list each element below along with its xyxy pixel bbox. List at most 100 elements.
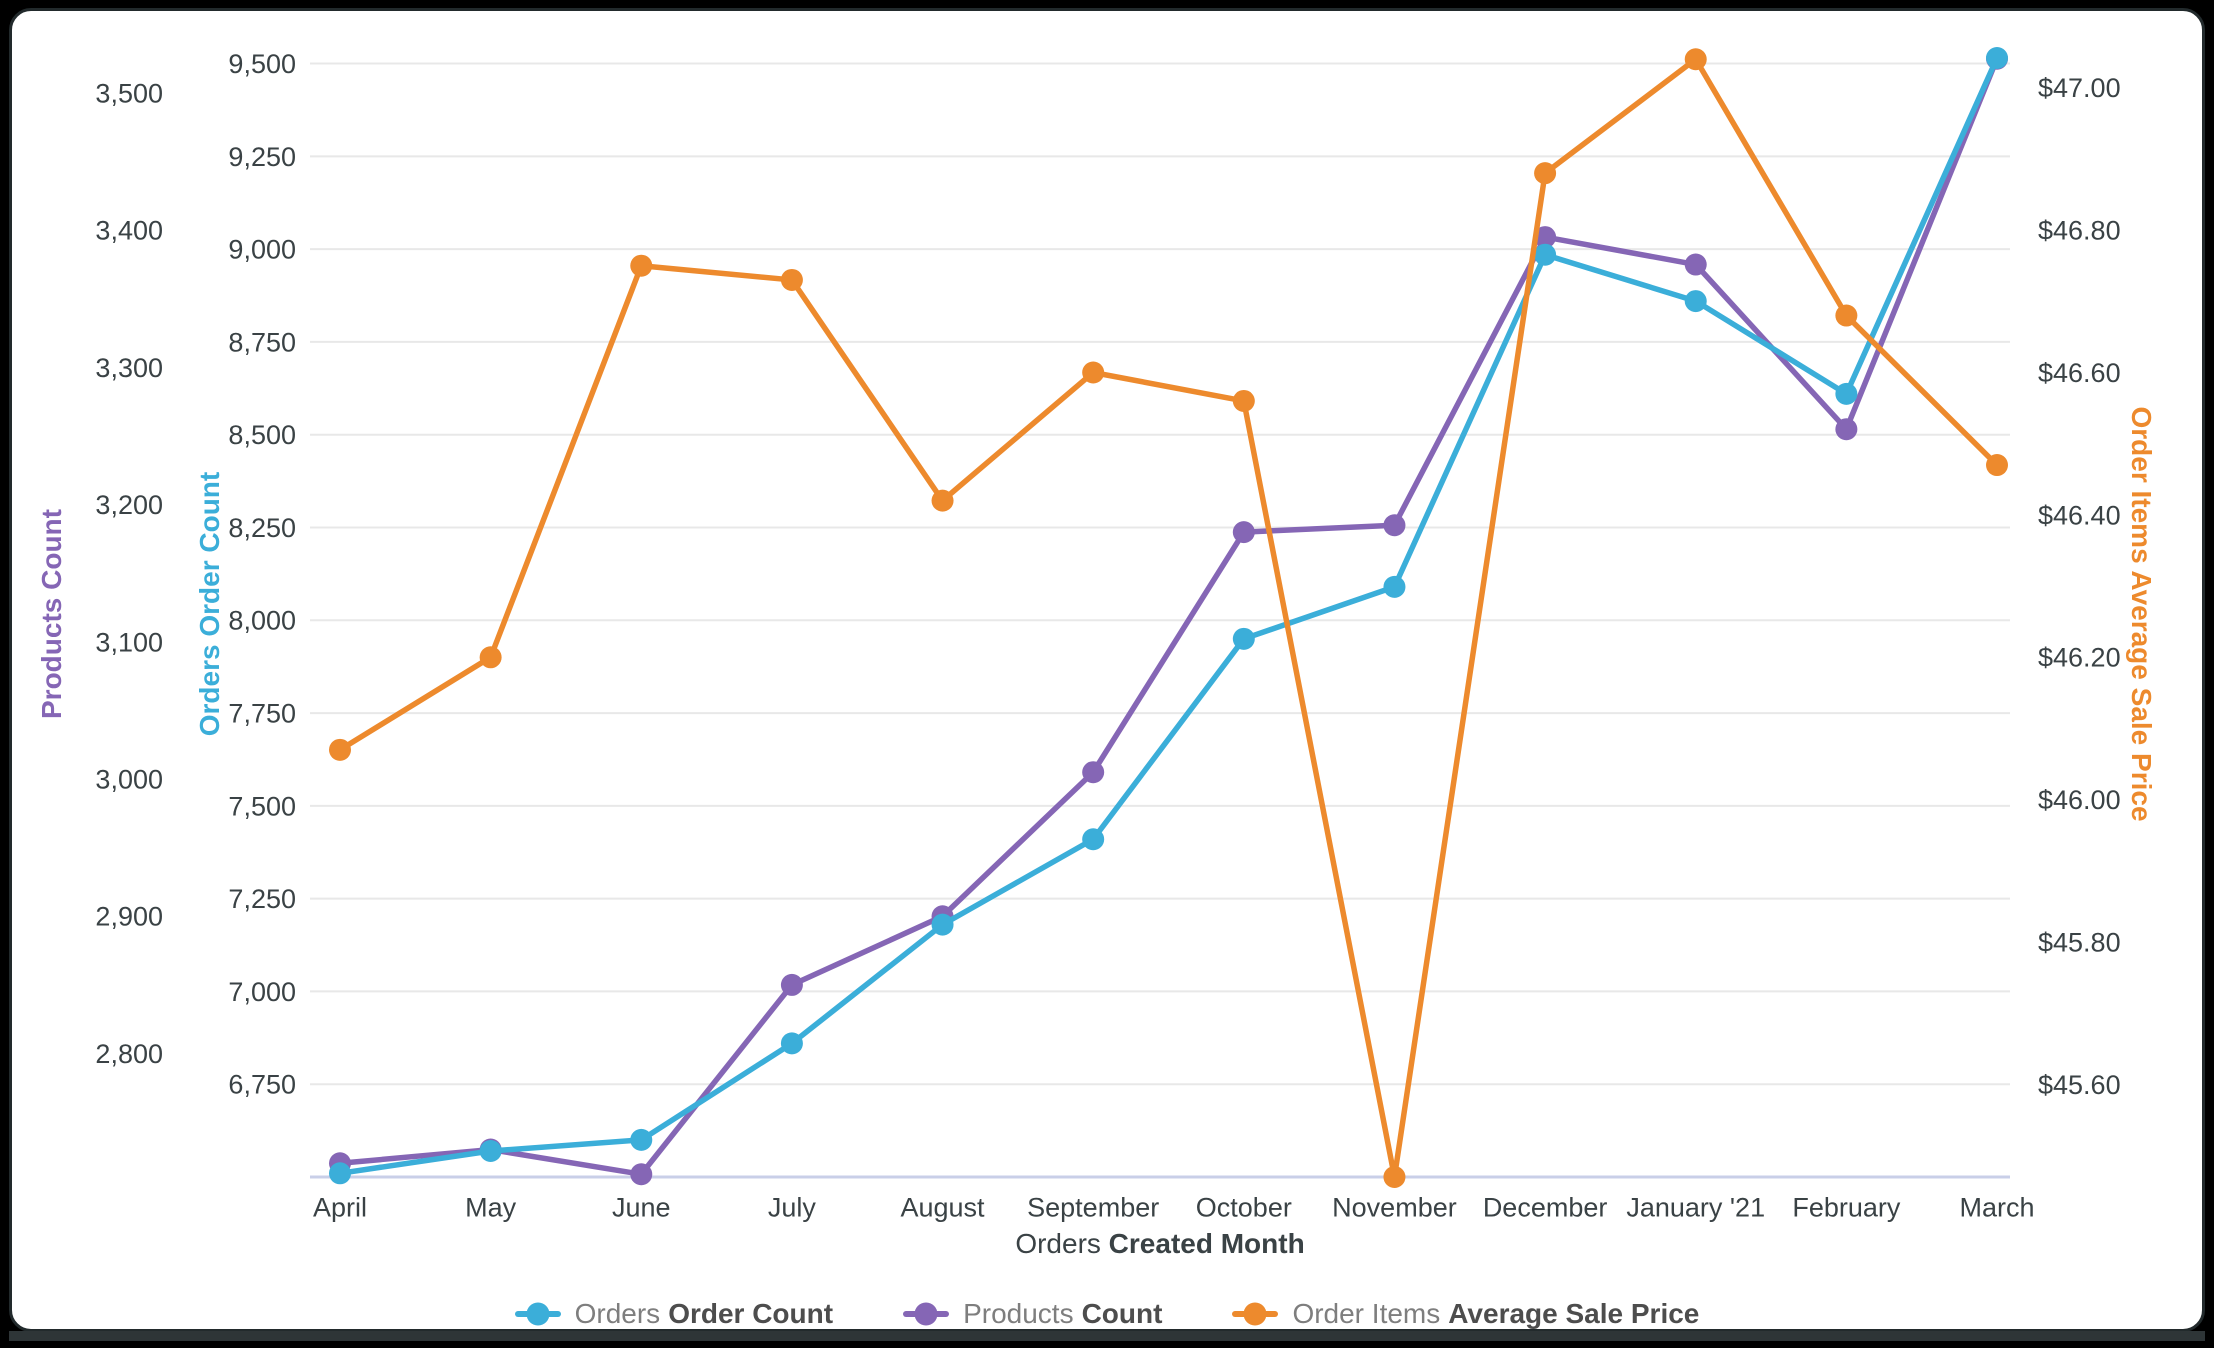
price-axis-tick-label: $47.00	[2038, 73, 2121, 103]
legend-marker-dot-icon	[1243, 1302, 1267, 1326]
orders-axis-tick-label: 7,250	[228, 884, 296, 914]
legend-marker-line-icon	[1232, 1302, 1279, 1326]
x-axis-title-prefix: Orders	[1015, 1228, 1101, 1259]
frame-bottom-bar	[9, 1331, 2205, 1341]
x-tick-label: April	[313, 1192, 367, 1222]
data-point-products-count-october[interactable]	[1232, 521, 1255, 544]
orders-axis-tick-label: 9,000	[228, 235, 296, 265]
legend-label-prefix: Products	[963, 1298, 1074, 1329]
products-axis-tick-label: 2,900	[95, 902, 163, 932]
legend-marker-dot-icon	[914, 1302, 938, 1326]
orders-axis-tick-label: 7,750	[228, 699, 296, 729]
data-point-orders-order-count-december[interactable]	[1534, 243, 1557, 266]
data-point-orders-order-count-september[interactable]	[1082, 828, 1105, 851]
chart-card	[9, 8, 2205, 1332]
data-point-orders-order-count-october[interactable]	[1232, 627, 1255, 650]
orders-axis-tick-label: 7,000	[228, 977, 296, 1007]
data-point-orders-order-count-november[interactable]	[1383, 575, 1406, 598]
data-point-products-count-september[interactable]	[1082, 761, 1105, 784]
legend-marker-line-icon	[903, 1302, 950, 1326]
x-axis-title: Orders Created Month	[1015, 1228, 1304, 1260]
orders-axis-tick-label: 8,500	[228, 420, 296, 450]
x-axis-title-bold: Created Month	[1108, 1228, 1305, 1259]
price-axis-tick-label: $45.60	[2038, 1070, 2121, 1100]
legend-item-products-count[interactable]: Products Count	[903, 1298, 1162, 1330]
data-point-order-items-average-sale-price-june[interactable]	[630, 254, 653, 277]
data-point-order-items-average-sale-price-march[interactable]	[1986, 454, 2008, 477]
data-point-order-items-average-sale-price-may[interactable]	[479, 646, 502, 669]
data-point-orders-order-count-august[interactable]	[931, 913, 954, 936]
x-tick-label: October	[1196, 1192, 1292, 1222]
orders-axis-tick-label: 9,500	[228, 49, 296, 79]
line-products-count	[337, 55, 2000, 1178]
x-tick-label: August	[901, 1192, 986, 1222]
data-point-products-count-july[interactable]	[780, 973, 803, 996]
orders-axis-tick-label: 8,000	[228, 606, 296, 636]
data-point-order-items-average-sale-price-january-21[interactable]	[1684, 48, 1707, 71]
x-tick-label: July	[768, 1192, 817, 1222]
data-point-order-items-average-sale-price-february[interactable]	[1835, 304, 1858, 327]
data-point-order-items-average-sale-price-july[interactable]	[780, 268, 803, 291]
orders-axis-tick-label: 7,500	[228, 791, 296, 821]
products-axis-tick-label: 3,400	[95, 216, 163, 246]
data-point-products-count-february[interactable]	[1835, 418, 1858, 441]
legend: Orders Order Count Products Count Order …	[0, 1292, 2214, 1336]
data-point-orders-order-count-april[interactable]	[329, 1162, 351, 1185]
axis-title-products-count: Products Count	[36, 509, 67, 719]
orders-axis-tick-label: 8,250	[228, 513, 296, 543]
price-axis-tick-label: $46.60	[2038, 358, 2121, 388]
x-tick-label: May	[465, 1192, 517, 1222]
data-point-order-items-average-sale-price-september[interactable]	[1082, 361, 1105, 384]
legend-label-bold: Count	[1081, 1298, 1163, 1329]
legend-label-prefix: Order Items	[1292, 1298, 1441, 1329]
price-axis-tick-label: $46.20	[2038, 643, 2121, 673]
price-axis-tick-label: $46.40	[2038, 500, 2121, 530]
legend-marker-dot-icon	[526, 1302, 550, 1326]
axis-title-orders-order-count: Orders Order Count	[194, 471, 225, 737]
data-point-products-count-june[interactable]	[630, 1163, 653, 1186]
products-axis-tick-label: 3,100	[95, 627, 163, 657]
legend-item-average-sale-price[interactable]: Order Items Average Sale Price	[1232, 1298, 1699, 1330]
data-point-order-items-average-sale-price-december[interactable]	[1534, 162, 1557, 185]
legend-label-bold: Average Sale Price	[1448, 1298, 1700, 1329]
x-tick-label: June	[612, 1192, 671, 1222]
data-point-orders-order-count-february[interactable]	[1835, 382, 1858, 405]
data-point-order-items-average-sale-price-november[interactable]	[1383, 1166, 1406, 1188]
data-point-order-items-average-sale-price-october[interactable]	[1232, 389, 1255, 412]
products-axis-tick-label: 3,200	[95, 490, 163, 520]
products-axis-tick-label: 3,500	[95, 78, 163, 108]
data-point-orders-order-count-july[interactable]	[780, 1032, 803, 1055]
legend-label-bold: Order Count	[668, 1298, 834, 1329]
orders-axis-tick-label: 6,750	[228, 1070, 296, 1100]
legend-marker-line-icon	[514, 1302, 561, 1326]
data-point-order-items-average-sale-price-august[interactable]	[931, 489, 954, 512]
products-axis-tick-label: 3,300	[95, 353, 163, 383]
line-orders-order-count	[337, 55, 2000, 1177]
price-axis-tick-label: $46.80	[2038, 216, 2121, 246]
data-point-orders-order-count-march[interactable]	[1986, 46, 2008, 69]
data-point-orders-order-count-january-21[interactable]	[1684, 290, 1707, 313]
line-order-items-average-sale-price	[337, 56, 2000, 1180]
price-axis-tick-label: $46.00	[2038, 785, 2121, 815]
gridlines	[310, 62, 2010, 1086]
data-point-products-count-november[interactable]	[1383, 514, 1406, 537]
axis-title-average-sale-price: Order Items Average Sale Price	[2126, 406, 2157, 822]
data-point-order-items-average-sale-price-april[interactable]	[329, 738, 351, 761]
orders-axis-tick-label: 9,250	[228, 142, 296, 172]
data-point-orders-order-count-june[interactable]	[630, 1128, 653, 1151]
price-axis-tick-label: $45.80	[2038, 928, 2121, 958]
orders-axis-tick-label: 8,750	[228, 327, 296, 357]
x-tick-label: December	[1483, 1192, 1608, 1222]
x-tick-label: January '21	[1626, 1192, 1765, 1222]
products-axis-tick-label: 2,800	[95, 1039, 163, 1069]
x-tick-label: February	[1792, 1192, 1901, 1222]
legend-item-orders-order-count[interactable]: Orders Order Count	[514, 1298, 834, 1330]
legend-label-prefix: Orders	[574, 1298, 661, 1329]
products-axis-tick-label: 3,000	[95, 765, 163, 795]
data-point-orders-order-count-may[interactable]	[479, 1140, 502, 1163]
data-point-products-count-january-21[interactable]	[1684, 253, 1707, 276]
x-tick-label: September	[1027, 1192, 1159, 1222]
x-tick-label: March	[1959, 1192, 2034, 1222]
data-point-products-count-december[interactable]	[1534, 226, 1557, 249]
